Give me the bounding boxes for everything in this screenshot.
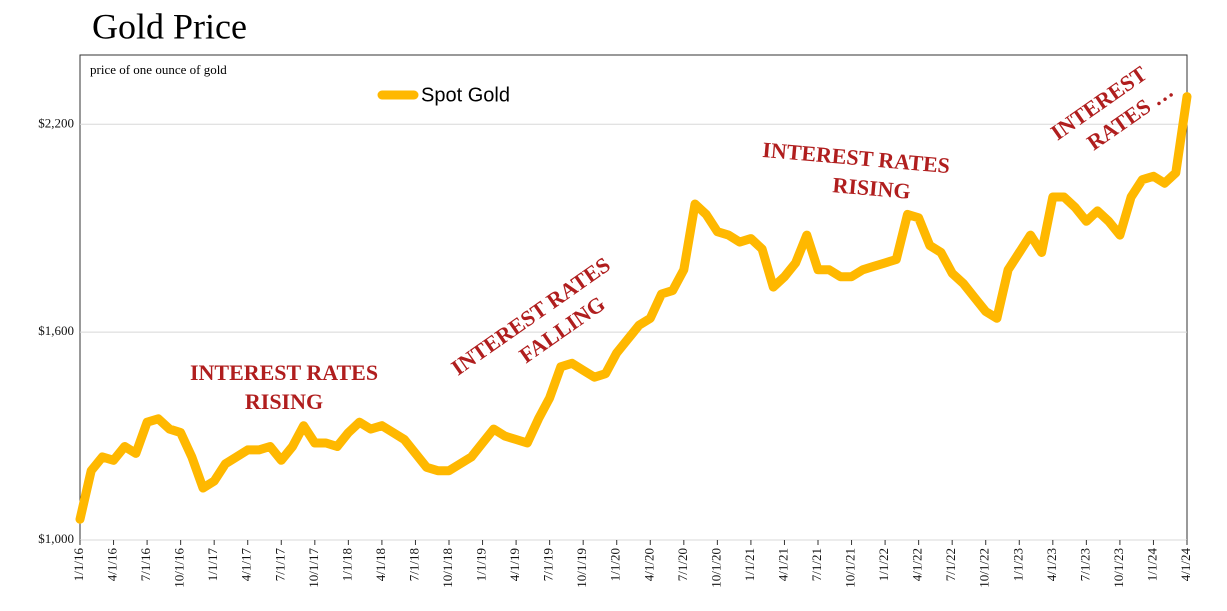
- x-tick-label: 10/1/23: [1111, 548, 1126, 588]
- x-tick-label: 1/1/17: [205, 548, 220, 582]
- x-tick-label: 1/1/23: [1010, 548, 1025, 581]
- x-tick-label: 7/1/17: [272, 548, 287, 582]
- data-line: [75, 92, 1192, 524]
- x-tick-label: 10/1/19: [574, 548, 589, 588]
- annotation-text: INTEREST RATES: [190, 360, 378, 385]
- x-tick-label: 10/1/18: [440, 548, 455, 588]
- x-tick-label: 4/1/17: [239, 548, 254, 582]
- x-tick-label: 1/1/20: [608, 548, 623, 581]
- x-tick-label: 1/1/18: [339, 548, 354, 581]
- x-tick-label: 7/1/16: [138, 548, 153, 582]
- y-tick-label: $1,600: [38, 323, 74, 338]
- x-tick-label: 10/1/21: [843, 548, 858, 588]
- x-tick-label: 1/1/24: [1144, 548, 1159, 582]
- x-tick-label: 4/1/24: [1178, 548, 1193, 582]
- x-tick-label: 4/1/22: [910, 548, 925, 581]
- x-tick-label: 1/1/16: [71, 548, 86, 582]
- annotation: INTEREST RATES RISING: [190, 360, 378, 414]
- x-tick-label: 10/1/20: [708, 548, 723, 588]
- plot-frame: [79, 54, 1188, 541]
- annotation-text: INTEREST RATES: [761, 137, 951, 178]
- chart-title: Gold Price: [92, 6, 247, 46]
- x-tick-label: 4/1/19: [507, 548, 522, 581]
- x-tick-label: 1/1/21: [742, 548, 757, 581]
- x-tick-label: 1/1/19: [474, 548, 489, 581]
- annotation-text: RISING: [832, 172, 912, 204]
- x-tick-label: 7/1/23: [1077, 548, 1092, 581]
- chart-subtitle: price of one ounce of gold: [90, 62, 227, 77]
- y-tick-label: $1,000: [38, 531, 74, 546]
- x-tick-label: 10/1/22: [977, 548, 992, 588]
- x-tick-label: 4/1/23: [1044, 548, 1059, 581]
- x-tick-label: 7/1/19: [541, 548, 556, 581]
- x-tick-label: 4/1/18: [373, 548, 388, 581]
- y-tick-label: $2,200: [38, 115, 74, 130]
- x-tick-label: 7/1/22: [943, 548, 958, 581]
- x-tick-label: 7/1/18: [406, 548, 421, 581]
- annotation-text: RISING: [245, 389, 323, 414]
- annotation: INTERESTRATES …: [1046, 61, 1178, 155]
- x-tick-label: 10/1/17: [306, 548, 321, 588]
- x-tick-label: 7/1/21: [809, 548, 824, 581]
- x-tick-label: 4/1/16: [105, 548, 120, 582]
- x-tick-label: 1/1/22: [876, 548, 891, 581]
- x-tick-label: 10/1/16: [172, 548, 187, 588]
- x-tick-label: 4/1/21: [775, 548, 790, 581]
- x-tick-label: 7/1/20: [675, 548, 690, 581]
- legend-label: Spot Gold: [421, 84, 510, 106]
- x-tick-label: 4/1/20: [641, 548, 656, 581]
